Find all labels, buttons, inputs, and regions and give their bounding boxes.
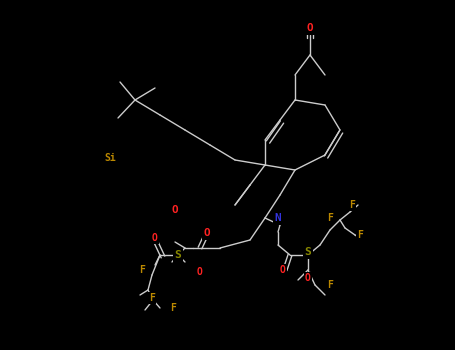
Text: F: F (357, 230, 363, 240)
Text: S: S (305, 247, 311, 257)
Text: F: F (149, 293, 155, 303)
Text: S: S (175, 250, 182, 260)
Text: O: O (307, 23, 313, 33)
Text: O: O (204, 228, 210, 238)
Text: O: O (197, 267, 203, 277)
Text: O: O (305, 273, 311, 283)
Text: F: F (327, 213, 333, 223)
Text: N: N (275, 213, 281, 223)
Text: F: F (327, 280, 333, 290)
Text: O: O (152, 233, 158, 243)
Text: O: O (172, 205, 178, 215)
Text: O: O (280, 265, 286, 275)
Text: Si: Si (104, 153, 116, 163)
Text: F: F (139, 265, 145, 275)
Text: F: F (349, 200, 355, 210)
Text: F: F (170, 303, 176, 313)
